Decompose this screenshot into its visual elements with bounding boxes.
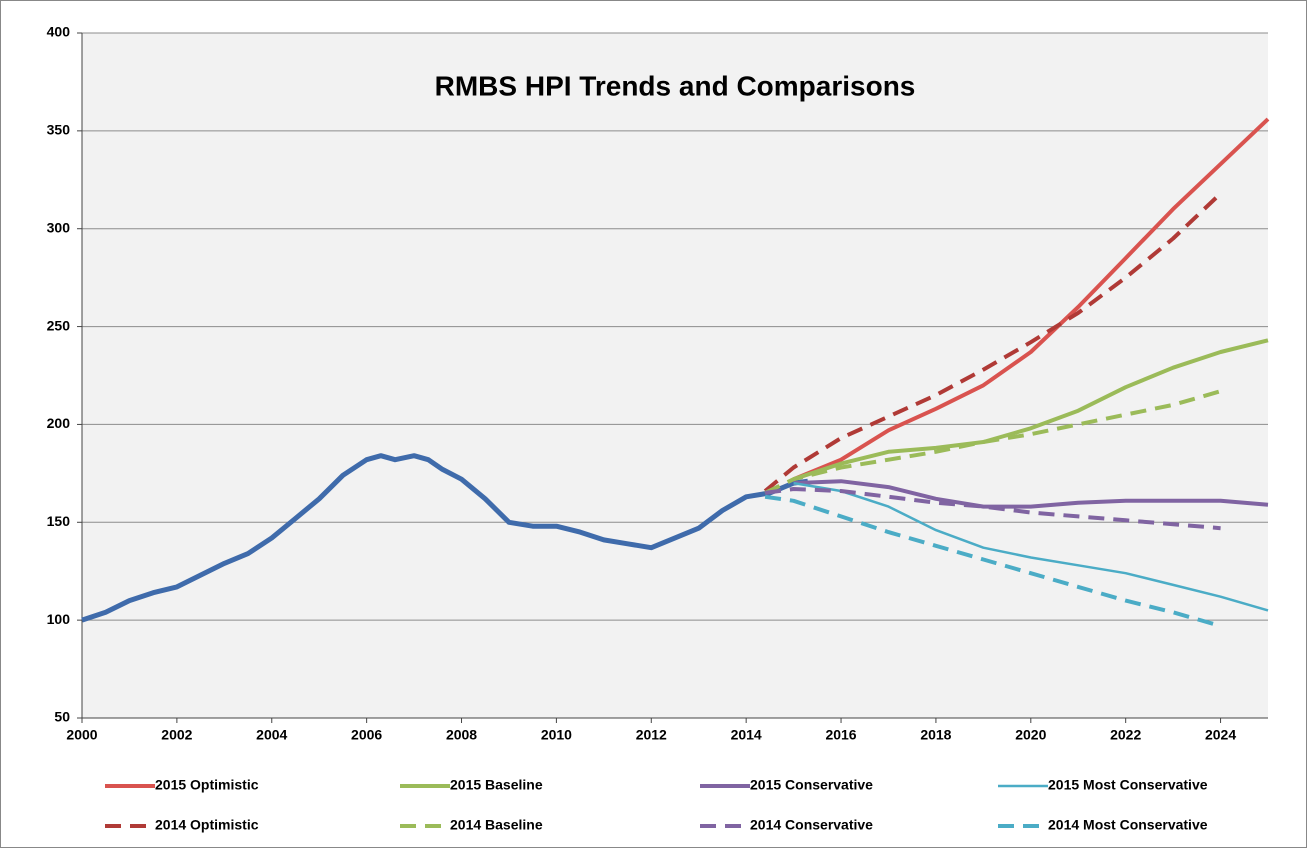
legend-item: 2015 Conservative	[700, 777, 873, 793]
legend-label: 2015 Most Conservative	[1048, 777, 1208, 793]
series-line	[764, 487, 1221, 531]
x-tick-label: 2012	[636, 727, 667, 743]
y-tick-label: 250	[47, 317, 71, 333]
y-tick-label: 200	[47, 415, 71, 431]
legend-label: 2014 Baseline	[450, 817, 543, 833]
series-line	[793, 479, 1269, 509]
y-tick-label: 100	[47, 611, 71, 627]
legend-label: 2014 Conservative	[750, 817, 873, 833]
x-tick-label: 2006	[351, 727, 382, 743]
legend-label: 2015 Baseline	[450, 777, 543, 793]
y-tick-label: 400	[47, 24, 71, 40]
x-tick-label: 2004	[256, 727, 287, 743]
y-tick-label: 50	[54, 709, 70, 725]
x-tick-label: 2002	[161, 727, 192, 743]
series-line	[793, 481, 1269, 612]
legend-label: 2015 Optimistic	[155, 777, 259, 793]
series-line	[792, 117, 1270, 482]
y-tick-label: 300	[47, 219, 71, 235]
plot-area	[82, 33, 1268, 718]
series-line	[81, 453, 809, 623]
y-tick-label: 350	[47, 122, 71, 138]
legend-item: 2015 Optimistic	[105, 777, 259, 793]
legend-item: 2014 Baseline	[400, 817, 543, 833]
x-tick-label: 2018	[920, 727, 951, 743]
legend-item: 2014 Most Conservative	[998, 817, 1208, 833]
series-line	[763, 192, 1222, 493]
legend-item: 2015 Most Conservative	[998, 777, 1208, 793]
x-tick-label: 2010	[541, 727, 572, 743]
series-line	[764, 494, 1222, 628]
legend-item: 2015 Baseline	[400, 777, 543, 793]
legend-label: 2014 Optimistic	[155, 817, 259, 833]
x-tick-label: 2008	[446, 727, 477, 743]
x-tick-label: 2014	[731, 727, 762, 743]
legend-label: 2014 Most Conservative	[1048, 817, 1208, 833]
legend-item: 2014 Optimistic	[105, 817, 259, 833]
x-tick-label: 2000	[66, 727, 97, 743]
x-tick-label: 2020	[1015, 727, 1046, 743]
chart-title: RMBS HPI Trends and Comparisons	[435, 70, 916, 101]
legend-label: 2015 Conservative	[750, 777, 873, 793]
series-line	[764, 389, 1222, 495]
series-line	[792, 338, 1269, 482]
x-tick-label: 2024	[1205, 727, 1236, 743]
legend-item: 2014 Conservative	[700, 817, 873, 833]
x-tick-label: 2022	[1110, 727, 1141, 743]
y-tick-label: 150	[47, 513, 71, 529]
x-tick-label: 2016	[825, 727, 856, 743]
